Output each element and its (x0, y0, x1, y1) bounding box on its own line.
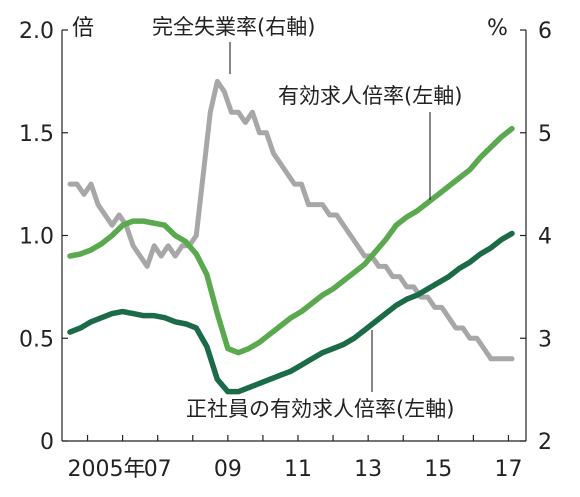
job-ratio-series-line (67, 125, 515, 356)
right-tick-group: 6 5 4 3 2 (520, 19, 552, 455)
right-tick-label: 2 (538, 430, 552, 455)
regular-ratio-series-line (67, 230, 515, 395)
x-tick-label: 07 (144, 457, 172, 482)
unemployment-annotation: 完全失業率(右軸) (152, 15, 315, 39)
x-tick-label: 15 (424, 457, 452, 482)
right-tick-label: 4 (538, 225, 552, 250)
left-unit-label: 倍 (72, 16, 94, 41)
left-tick-label: 0 (40, 430, 54, 455)
right-tick-label: 3 (538, 327, 552, 352)
left-tick-label: 2.0 (19, 19, 54, 44)
x-tick-label: 09 (214, 457, 242, 482)
left-tick-group: 2.0 1.5 1.0 0.5 0 (19, 19, 68, 455)
right-unit-label: % (487, 16, 508, 41)
left-tick-label: 1.5 (19, 122, 54, 147)
series-group (67, 78, 515, 395)
x-tick-label: 13 (354, 457, 382, 482)
x-tick-label: 11 (284, 457, 312, 482)
left-tick-label: 1.0 (19, 225, 54, 250)
job-ratio-annotation: 有効求人倍率(左軸) (278, 84, 462, 108)
right-tick-label: 5 (538, 122, 552, 147)
left-tick-label: 0.5 (19, 327, 54, 352)
x-tick-label: 2005年 (68, 457, 146, 482)
x-tick-label: 17 (494, 457, 522, 482)
regular-ratio-annotation: 正社員の有効求人倍率(左軸) (186, 397, 454, 421)
right-tick-label: 6 (538, 19, 552, 44)
unemployment-series-line (67, 78, 515, 362)
